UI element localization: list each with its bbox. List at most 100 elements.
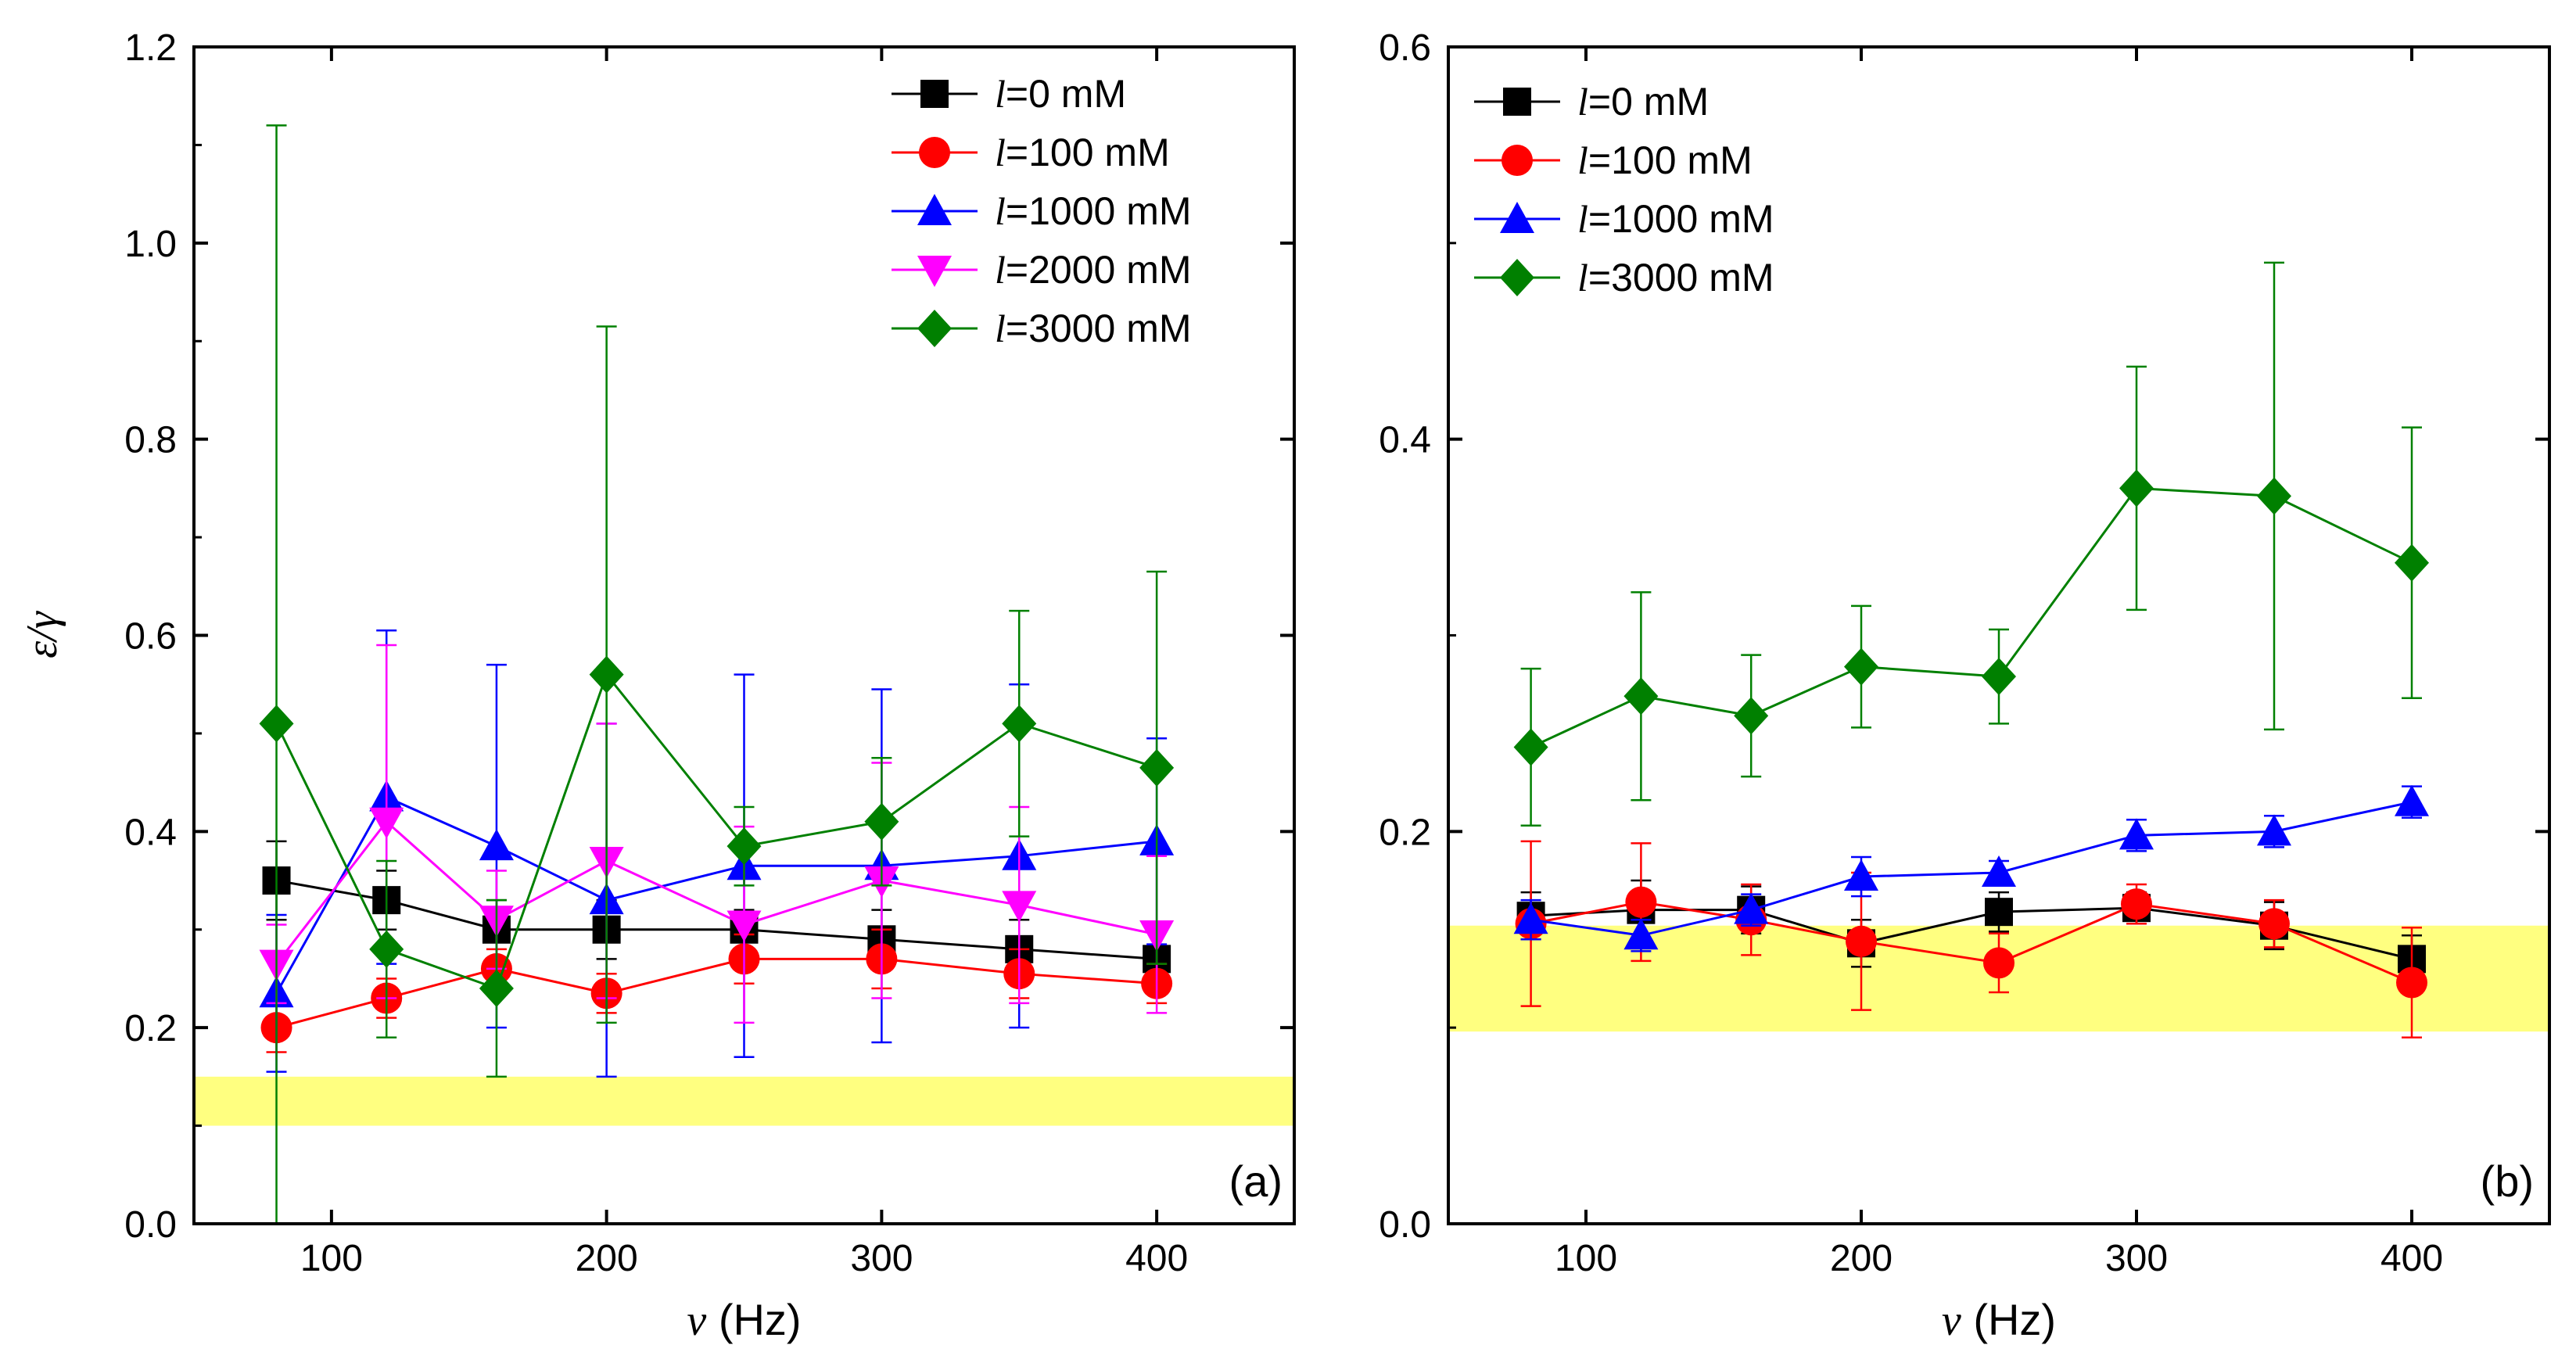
legend-label: l=3000 mM	[1577, 256, 1774, 299]
data-point	[2121, 888, 2152, 920]
legend-item: l=3000 mM	[892, 307, 1192, 350]
legend-label: l=3000 mM	[995, 307, 1192, 350]
legend-item: l=3000 mM	[1474, 256, 1774, 299]
legend-label: l=2000 mM	[995, 248, 1192, 292]
panel-label: (b)	[2481, 1157, 2534, 1206]
data-point	[1513, 902, 1548, 934]
legend-label: l=1000 mM	[1577, 197, 1774, 241]
data-point	[259, 705, 294, 743]
legend: l=0 mM l=100 mM l=1000 mM l=3000 mM	[1474, 80, 1774, 299]
data-point	[1844, 647, 1878, 686]
y-tick-label: 0.6	[1379, 27, 1431, 69]
data-point	[727, 910, 762, 942]
legend-item: l=0 mM	[892, 72, 1126, 116]
legend-marker	[1501, 145, 1533, 176]
series-line	[1530, 486, 2413, 748]
data-point	[1846, 925, 1877, 957]
data-point	[1983, 947, 2015, 979]
y-tick-label: 0.8	[124, 420, 177, 461]
y-axis: 0.0 0.2 0.4 0.6 0.8 1.0 1.2	[124, 27, 1294, 1246]
data-point	[479, 829, 514, 861]
series-line	[1530, 801, 2413, 937]
data-point	[1139, 748, 1175, 787]
legend-item: l=2000 mM	[892, 248, 1192, 292]
panel-a: 100 200 300 400 0.0 0.2 0.4 0.6 0.8 1.0 1.2 ν (Hz) ε…	[18, 27, 1296, 1345]
data-point	[1734, 697, 1769, 735]
legend-label: l=0 mM	[995, 72, 1126, 116]
plot-area	[259, 124, 1175, 1224]
data-point	[2396, 967, 2427, 999]
data-point	[2119, 818, 2154, 850]
series-line	[275, 795, 1157, 995]
legend-marker	[917, 310, 952, 347]
data-point	[2119, 469, 2154, 507]
data-point	[864, 802, 899, 841]
data-point	[2395, 784, 2429, 816]
legend-label: l=0 mM	[1577, 80, 1709, 124]
x-tick-label: 100	[300, 1238, 363, 1279]
x-axis: 100 200 300 400	[300, 47, 1188, 1279]
data-point	[2258, 908, 2290, 940]
data-point	[1513, 728, 1548, 766]
legend-marker	[920, 80, 949, 108]
series-line	[276, 879, 1157, 960]
data-point	[1623, 677, 1659, 715]
series-line	[275, 819, 1157, 965]
legend-marker	[1500, 259, 1534, 296]
legend-item: l=1000 mM	[892, 189, 1192, 233]
legend-marker	[1503, 88, 1531, 116]
x-tick-label: 200	[576, 1238, 638, 1279]
x-tick-label: 100	[1555, 1238, 1617, 1279]
y-tick-label: 0.2	[124, 1008, 177, 1049]
legend-marker	[1500, 202, 1534, 233]
y-tick-label: 0.0	[1379, 1204, 1431, 1246]
series-line	[1530, 906, 2413, 960]
legend-marker	[917, 256, 952, 287]
x-tick-label: 400	[1125, 1238, 1188, 1279]
panel-label: (a)	[1229, 1157, 1283, 1206]
plot-area	[1513, 261, 2429, 1038]
legend-label: l=100 mM	[995, 131, 1170, 174]
data-point	[589, 655, 624, 694]
legend-label: l=1000 mM	[995, 189, 1192, 233]
data-point	[1002, 705, 1037, 743]
series-l-3000-mm	[1513, 261, 2429, 827]
data-point	[1982, 658, 2016, 696]
y-tick-label: 1.0	[124, 224, 177, 265]
data-point	[1002, 891, 1037, 923]
x-axis: 100 200 300 400	[1555, 47, 2443, 1279]
x-tick-label: 300	[850, 1238, 913, 1279]
y-tick-label: 0.2	[1379, 812, 1431, 853]
data-point	[2395, 543, 2429, 582]
data-point	[1625, 886, 1657, 918]
x-tick-label: 400	[2380, 1238, 2443, 1279]
data-point	[1985, 898, 2013, 927]
series-l-3000-mm	[259, 124, 1175, 1224]
y-tick-label: 0.6	[124, 616, 177, 658]
series-l-1000-mm	[1513, 784, 2429, 952]
series-line	[1530, 901, 2413, 984]
data-point	[2257, 814, 2291, 846]
legend-marker	[919, 137, 950, 168]
data-point	[369, 807, 404, 839]
data-point	[727, 827, 762, 866]
highlight-band	[194, 1076, 1294, 1126]
data-point	[1623, 918, 1659, 950]
series-line	[276, 957, 1157, 1029]
legend-item: l=1000 mM	[1474, 197, 1774, 241]
x-tick-label: 200	[1830, 1238, 1893, 1279]
legend-item: l=0 mM	[1474, 80, 1709, 124]
y-tick-label: 0.4	[1379, 420, 1431, 461]
legend-item: l=100 mM	[1474, 138, 1753, 182]
data-point	[479, 970, 514, 1007]
data-point	[369, 930, 404, 968]
data-point	[1982, 855, 2016, 888]
y-tick-label: 1.2	[124, 27, 177, 69]
y-axis-title: ε/γ	[18, 610, 66, 658]
data-point	[1734, 892, 1769, 924]
y-tick-label: 0.4	[124, 812, 177, 853]
y-axis: 0.0 0.2 0.4 0.6	[1379, 27, 2549, 1246]
data-point	[1844, 859, 1878, 891]
